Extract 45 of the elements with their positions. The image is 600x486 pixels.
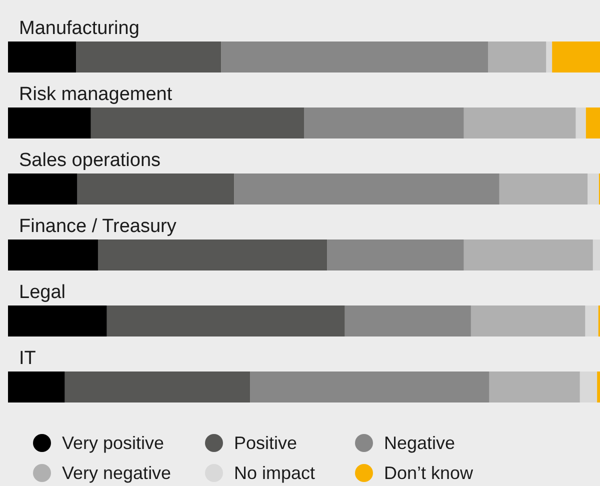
bar — [546, 42, 552, 72]
bar — [576, 108, 586, 138]
legend-label: Positive — [234, 432, 298, 454]
bar — [588, 174, 599, 204]
bar — [8, 42, 76, 72]
bar — [221, 42, 488, 72]
bar — [8, 306, 107, 336]
bar — [8, 240, 98, 270]
bar — [464, 240, 593, 270]
bar — [344, 306, 471, 336]
y-tick-label: Finance / Treasury — [19, 216, 177, 237]
bar — [250, 372, 490, 402]
legend-label: Very positive — [62, 432, 164, 454]
bar — [580, 372, 598, 402]
bar — [106, 306, 345, 336]
bar — [64, 372, 250, 402]
bar — [90, 108, 304, 138]
bar — [304, 108, 464, 138]
bar — [592, 240, 600, 270]
bar — [234, 174, 500, 204]
bar — [77, 174, 234, 204]
y-tick-label: Risk management — [19, 84, 173, 105]
y-tick-label: IT — [19, 348, 36, 369]
y-tick-label: Legal — [19, 282, 66, 303]
legend-label: Very negative — [62, 462, 172, 484]
bar — [8, 108, 91, 138]
y-tick-label: Manufacturing — [19, 18, 140, 39]
bar — [76, 42, 222, 72]
bar — [597, 372, 600, 402]
bar — [327, 240, 464, 270]
bar — [586, 108, 600, 138]
bar — [552, 42, 600, 72]
bar — [98, 240, 328, 270]
bar — [470, 306, 586, 336]
bar — [585, 306, 598, 336]
bar — [489, 372, 580, 402]
bar — [499, 174, 588, 204]
bar — [8, 174, 78, 204]
y-tick-label: Sales operations — [19, 150, 161, 171]
bar — [488, 42, 546, 72]
legend-label: Don’t know — [384, 462, 474, 484]
bar — [8, 372, 65, 402]
legend-label: No impact — [234, 462, 316, 484]
bar — [464, 108, 576, 138]
legend-label: Negative — [384, 432, 456, 454]
